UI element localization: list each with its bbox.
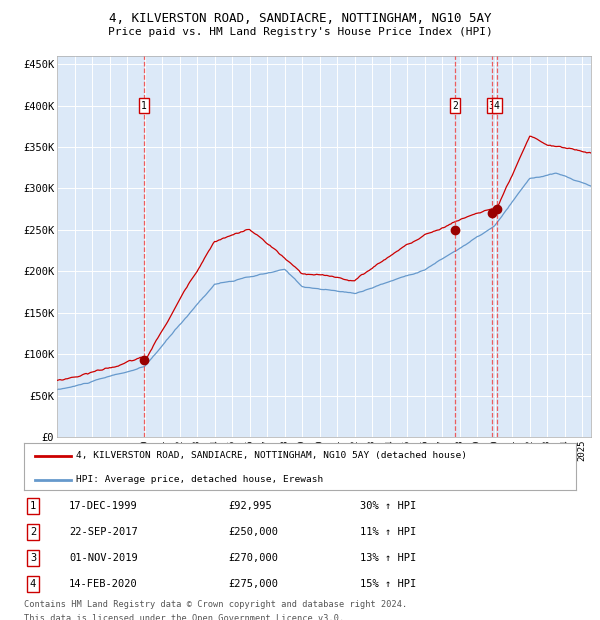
Text: 15% ↑ HPI: 15% ↑ HPI [360, 579, 416, 589]
Text: 11% ↑ HPI: 11% ↑ HPI [360, 527, 416, 537]
Text: 4: 4 [30, 579, 36, 589]
Text: 4, KILVERSTON ROAD, SANDIACRE, NOTTINGHAM, NG10 5AY: 4, KILVERSTON ROAD, SANDIACRE, NOTTINGHA… [109, 12, 491, 25]
Text: 14-FEB-2020: 14-FEB-2020 [69, 579, 138, 589]
Text: Price paid vs. HM Land Registry's House Price Index (HPI): Price paid vs. HM Land Registry's House … [107, 27, 493, 37]
Text: £92,995: £92,995 [228, 501, 272, 511]
Text: 2: 2 [452, 100, 458, 110]
Text: 17-DEC-1999: 17-DEC-1999 [69, 501, 138, 511]
Text: 01-NOV-2019: 01-NOV-2019 [69, 553, 138, 563]
Text: 1: 1 [30, 501, 36, 511]
Text: HPI: Average price, detached house, Erewash: HPI: Average price, detached house, Erew… [76, 475, 323, 484]
Text: 3: 3 [30, 553, 36, 563]
Text: This data is licensed under the Open Government Licence v3.0.: This data is licensed under the Open Gov… [24, 614, 344, 620]
Text: 4: 4 [494, 100, 500, 110]
Text: £275,000: £275,000 [228, 579, 278, 589]
Text: £250,000: £250,000 [228, 527, 278, 537]
Text: 3: 3 [489, 100, 494, 110]
Text: 30% ↑ HPI: 30% ↑ HPI [360, 501, 416, 511]
Text: 2: 2 [30, 527, 36, 537]
Text: 1: 1 [141, 100, 147, 110]
Text: 4, KILVERSTON ROAD, SANDIACRE, NOTTINGHAM, NG10 5AY (detached house): 4, KILVERSTON ROAD, SANDIACRE, NOTTINGHA… [76, 451, 467, 461]
Text: 13% ↑ HPI: 13% ↑ HPI [360, 553, 416, 563]
Text: £270,000: £270,000 [228, 553, 278, 563]
Text: 22-SEP-2017: 22-SEP-2017 [69, 527, 138, 537]
Text: Contains HM Land Registry data © Crown copyright and database right 2024.: Contains HM Land Registry data © Crown c… [24, 600, 407, 609]
